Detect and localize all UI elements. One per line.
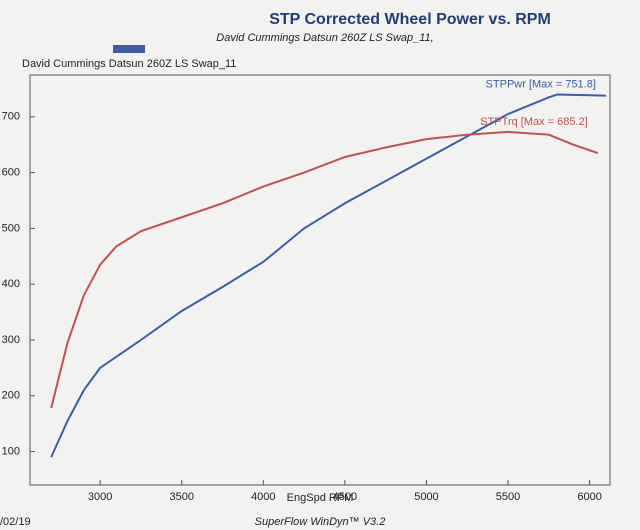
y-tick-label: 100 — [2, 445, 20, 457]
chart-subtitle: David Cummings Datsun 260Z LS Swap_11, — [216, 32, 433, 44]
x-axis-label: EngSpd RPM — [287, 492, 354, 504]
x-tick-label: 4500 — [333, 491, 357, 503]
y-tick-label: 400 — [2, 278, 20, 290]
x-tick-label: 6000 — [577, 491, 601, 503]
footer: SuperFlow WinDyn™ V3.2 — [255, 516, 386, 528]
y-tick-label: 200 — [2, 390, 20, 402]
y-tick-label: 300 — [2, 334, 20, 346]
y-tick-label: 500 — [2, 222, 20, 234]
series-annotation: STPTrq [Max = 685.2] — [480, 116, 588, 128]
legend-label: David Cummings Datsun 260Z LS Swap_11 — [22, 58, 236, 70]
series-line — [50, 93, 606, 458]
y-tick-label: 600 — [2, 167, 20, 179]
plot-frame — [29, 74, 611, 486]
series-annotation: STPPwr [Max = 751.8] — [486, 78, 596, 90]
series-line — [50, 130, 599, 409]
x-tick-label: 5500 — [496, 491, 520, 503]
y-tick-label: 700 — [2, 111, 20, 123]
date: /02/19 — [0, 516, 31, 528]
x-tick-label: 3000 — [88, 491, 112, 503]
x-tick-label: 5000 — [414, 491, 438, 503]
x-tick-label: 4000 — [251, 491, 275, 503]
x-tick-label: 3500 — [169, 491, 193, 503]
legend-swatch — [113, 45, 145, 53]
chart-title: STP Corrected Wheel Power vs. RPM — [269, 11, 551, 28]
